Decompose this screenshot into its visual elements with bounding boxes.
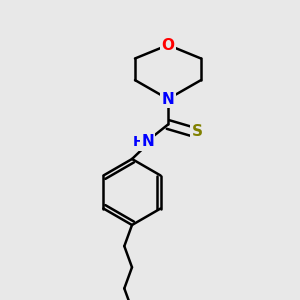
- Text: N: N: [162, 92, 174, 106]
- Text: H: H: [133, 136, 145, 149]
- Text: S: S: [192, 124, 203, 140]
- Text: N: N: [142, 134, 154, 149]
- Text: O: O: [161, 38, 175, 52]
